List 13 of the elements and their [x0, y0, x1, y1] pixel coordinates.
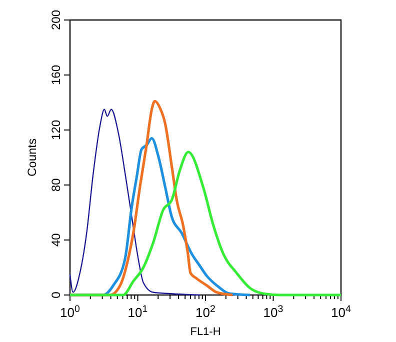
y-tick-label: 80 — [49, 178, 63, 192]
y-tick-label: 40 — [49, 233, 63, 247]
x-tick-label: 10$^{3}$ — [263, 304, 284, 320]
y-tick-label: 200 — [49, 10, 63, 30]
x-tick-label: 10$^{4}$ — [331, 304, 352, 320]
y-tick-label: 0 — [49, 291, 63, 298]
y-tick-label: 120 — [49, 120, 63, 140]
y-tick-label: 160 — [49, 64, 63, 86]
x-tick-label: 10$^{0}$ — [60, 304, 81, 320]
x-tick-label: 10$^{2}$ — [196, 304, 216, 320]
x-tick-label: 10$^{1}$ — [128, 304, 148, 320]
y-axis-title: Counts — [25, 138, 39, 177]
x-axis-title: FL1-H — [190, 326, 221, 338]
